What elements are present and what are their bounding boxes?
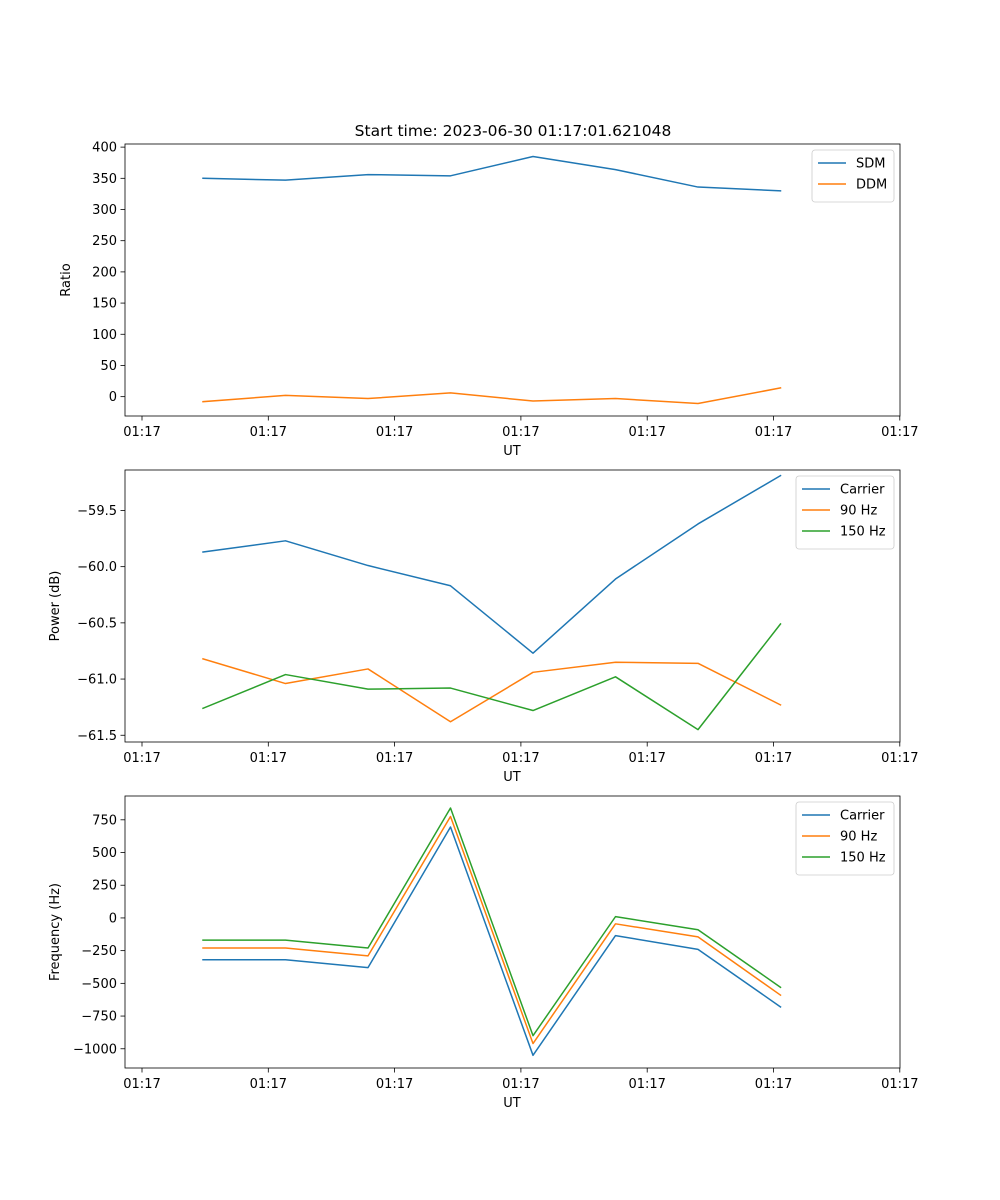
x-tick-label: 01:17	[755, 425, 792, 440]
x-tick-label: 01:17	[250, 425, 287, 440]
subplots: 01:17 01:17 01:17 01:17 01:17 01:17 01:17 0 50 10…	[48, 141, 919, 1111]
y-tick-label: −61.0	[77, 673, 117, 688]
x-tick-label: 01:17	[881, 751, 918, 766]
y-tick-label: 150	[92, 297, 117, 312]
x-tick-label: 01:17	[376, 1077, 413, 1092]
series-line-carrier	[202, 474, 782, 654]
subplot-1: 01:17 01:17 01:17 01:17 01:17 01:17 01:17 0 50 10…	[59, 141, 919, 459]
y-tick-label: −750	[81, 1010, 117, 1025]
subplot-2: 01:17 01:17 01:17 01:17 01:17 01:17 01:17 −59.5…	[48, 469, 919, 785]
legend-label: 90 Hz	[840, 504, 877, 519]
series-line-carrier	[202, 826, 782, 1057]
x-tick-label: 01:17	[881, 425, 918, 440]
y-tick-label: 500	[92, 846, 117, 861]
y-axis-label: Ratio	[59, 263, 74, 296]
subplot-3: 01:17 01:17 01:17 01:17 01:17 01:17 01:17 750 50…	[48, 795, 919, 1111]
legend: Carrier 90 Hz 150 Hz	[795, 801, 895, 876]
y-tick-label: −60.0	[77, 560, 117, 575]
y-axis-label: Frequency (Hz)	[48, 883, 63, 981]
y-tick-label: 250	[92, 234, 117, 249]
y-tick-label: −500	[81, 977, 117, 992]
y-tick-label: 0	[109, 911, 117, 926]
y-tick-label: 200	[92, 265, 117, 280]
x-tick-label: 01:17	[250, 1077, 287, 1092]
axes-frame	[124, 469, 901, 743]
series-line-150-hz	[202, 622, 782, 731]
legend-label: 150 Hz	[840, 851, 886, 866]
x-tick-label: 01:17	[250, 751, 287, 766]
x-tick-label: 01:17	[123, 425, 160, 440]
x-tick-label: 01:17	[755, 751, 792, 766]
legend-label: Carrier	[840, 809, 885, 824]
y-tick-label: −1000	[73, 1042, 117, 1057]
y-axis-label: Power (dB)	[48, 571, 63, 642]
x-axis-label: UT	[503, 770, 521, 785]
figure-title: Start time: 2023-06-30 01:17:01.621048	[355, 122, 672, 140]
y-tick-label: 750	[92, 813, 117, 828]
axes-frame	[124, 795, 901, 1069]
x-tick-label: 01:17	[123, 1077, 160, 1092]
y-tick-label: 400	[92, 141, 117, 156]
series-line-sdm	[202, 155, 782, 192]
legend: SDM DDM	[811, 149, 895, 203]
y-tick-label: −61.5	[77, 729, 117, 744]
axes-frame	[124, 143, 901, 417]
y-tick-label: 0	[109, 390, 117, 405]
x-tick-label: 01:17	[376, 751, 413, 766]
x-tick-label: 01:17	[628, 1077, 665, 1092]
y-tick-label: 50	[100, 359, 117, 374]
legend-label: 150 Hz	[840, 525, 886, 540]
y-tick-label: 350	[92, 172, 117, 187]
series-line-90-hz	[202, 657, 782, 723]
y-tick-label: 300	[92, 203, 117, 218]
legend-label: 90 Hz	[840, 830, 877, 845]
x-tick-label: 01:17	[881, 1077, 918, 1092]
legend-label: SDM	[856, 157, 885, 172]
x-tick-label: 01:17	[123, 751, 160, 766]
x-axis-label: UT	[503, 444, 521, 459]
x-tick-label: 01:17	[628, 425, 665, 440]
series-line-90-hz	[202, 815, 782, 1045]
y-tick-label: −60.5	[77, 616, 117, 631]
x-tick-label: 01:17	[628, 751, 665, 766]
y-tick-label: 100	[92, 328, 117, 343]
legend: Carrier 90 Hz 150 Hz	[795, 475, 895, 550]
x-axis-label: UT	[503, 1096, 521, 1111]
y-tick-label: 250	[92, 879, 117, 894]
x-tick-label: 01:17	[376, 425, 413, 440]
y-tick-label: −59.5	[77, 504, 117, 519]
x-tick-label: 01:17	[502, 751, 539, 766]
x-tick-label: 01:17	[755, 1077, 792, 1092]
legend-label: DDM	[856, 178, 887, 193]
series-line-150-hz	[202, 807, 782, 1037]
y-tick-label: −250	[81, 944, 117, 959]
legend-label: Carrier	[840, 483, 885, 498]
x-tick-label: 01:17	[502, 1077, 539, 1092]
x-tick-label: 01:17	[502, 425, 539, 440]
series-line-ddm	[202, 387, 782, 405]
